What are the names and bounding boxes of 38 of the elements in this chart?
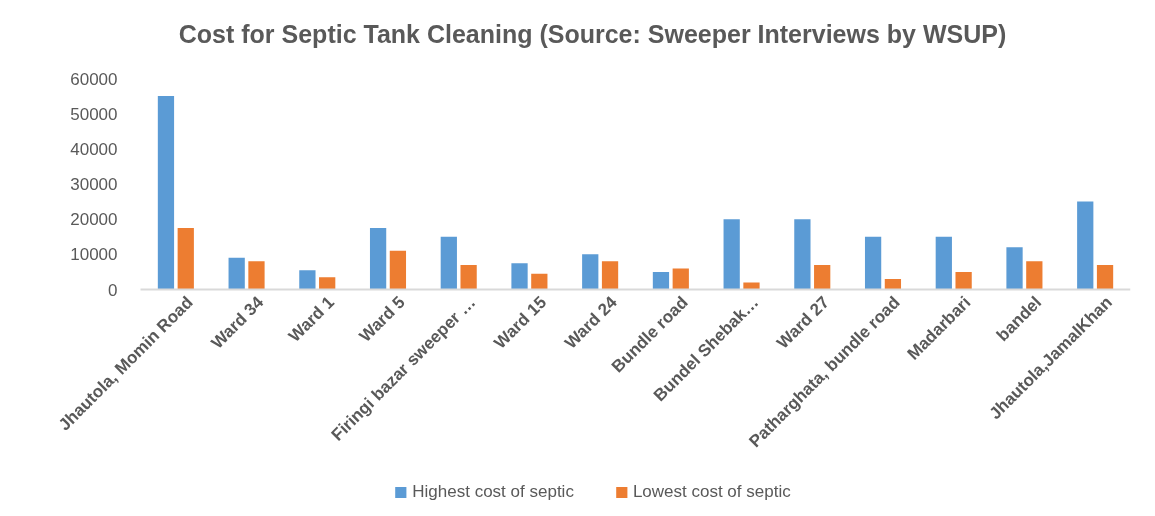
bar (935, 236, 952, 290)
bar (1006, 247, 1023, 290)
bar (955, 271, 972, 290)
bar (389, 250, 407, 290)
y-tick-label: 10000 (70, 245, 118, 265)
bar (1096, 264, 1114, 290)
y-tick-label: 30000 (70, 175, 118, 194)
legend-label: Lowest cost of septic (632, 482, 791, 502)
chart-title: Cost for Septic Tank Cleaning (Source: Sweeper Interviews by WSUP) (178, 19, 1007, 48)
y-tick-label: 60000 (70, 69, 118, 89)
bar (1077, 201, 1094, 290)
bar (814, 264, 831, 290)
bar (743, 282, 760, 290)
bar (248, 261, 265, 290)
bar (864, 236, 882, 290)
bar (511, 263, 528, 290)
bar (1026, 261, 1043, 290)
bar (884, 278, 902, 290)
bar (299, 270, 316, 290)
y-tick-label: 20000 (70, 210, 118, 230)
bar (319, 277, 336, 290)
bar (369, 227, 387, 290)
y-tick-label: 0 (108, 280, 118, 300)
bar (723, 219, 740, 290)
bar (652, 271, 670, 290)
bar (531, 273, 548, 290)
y-tick-label: 50000 (70, 104, 118, 124)
bar (601, 261, 619, 290)
bar (460, 264, 477, 290)
bar (440, 236, 457, 290)
bar (228, 257, 245, 290)
bar (794, 219, 811, 290)
y-tick-label: 40000 (70, 139, 118, 159)
bar (582, 254, 599, 290)
bar (177, 227, 194, 290)
legend-label: Highest cost of septic (412, 482, 574, 502)
bar (672, 268, 689, 290)
bar (157, 96, 175, 290)
